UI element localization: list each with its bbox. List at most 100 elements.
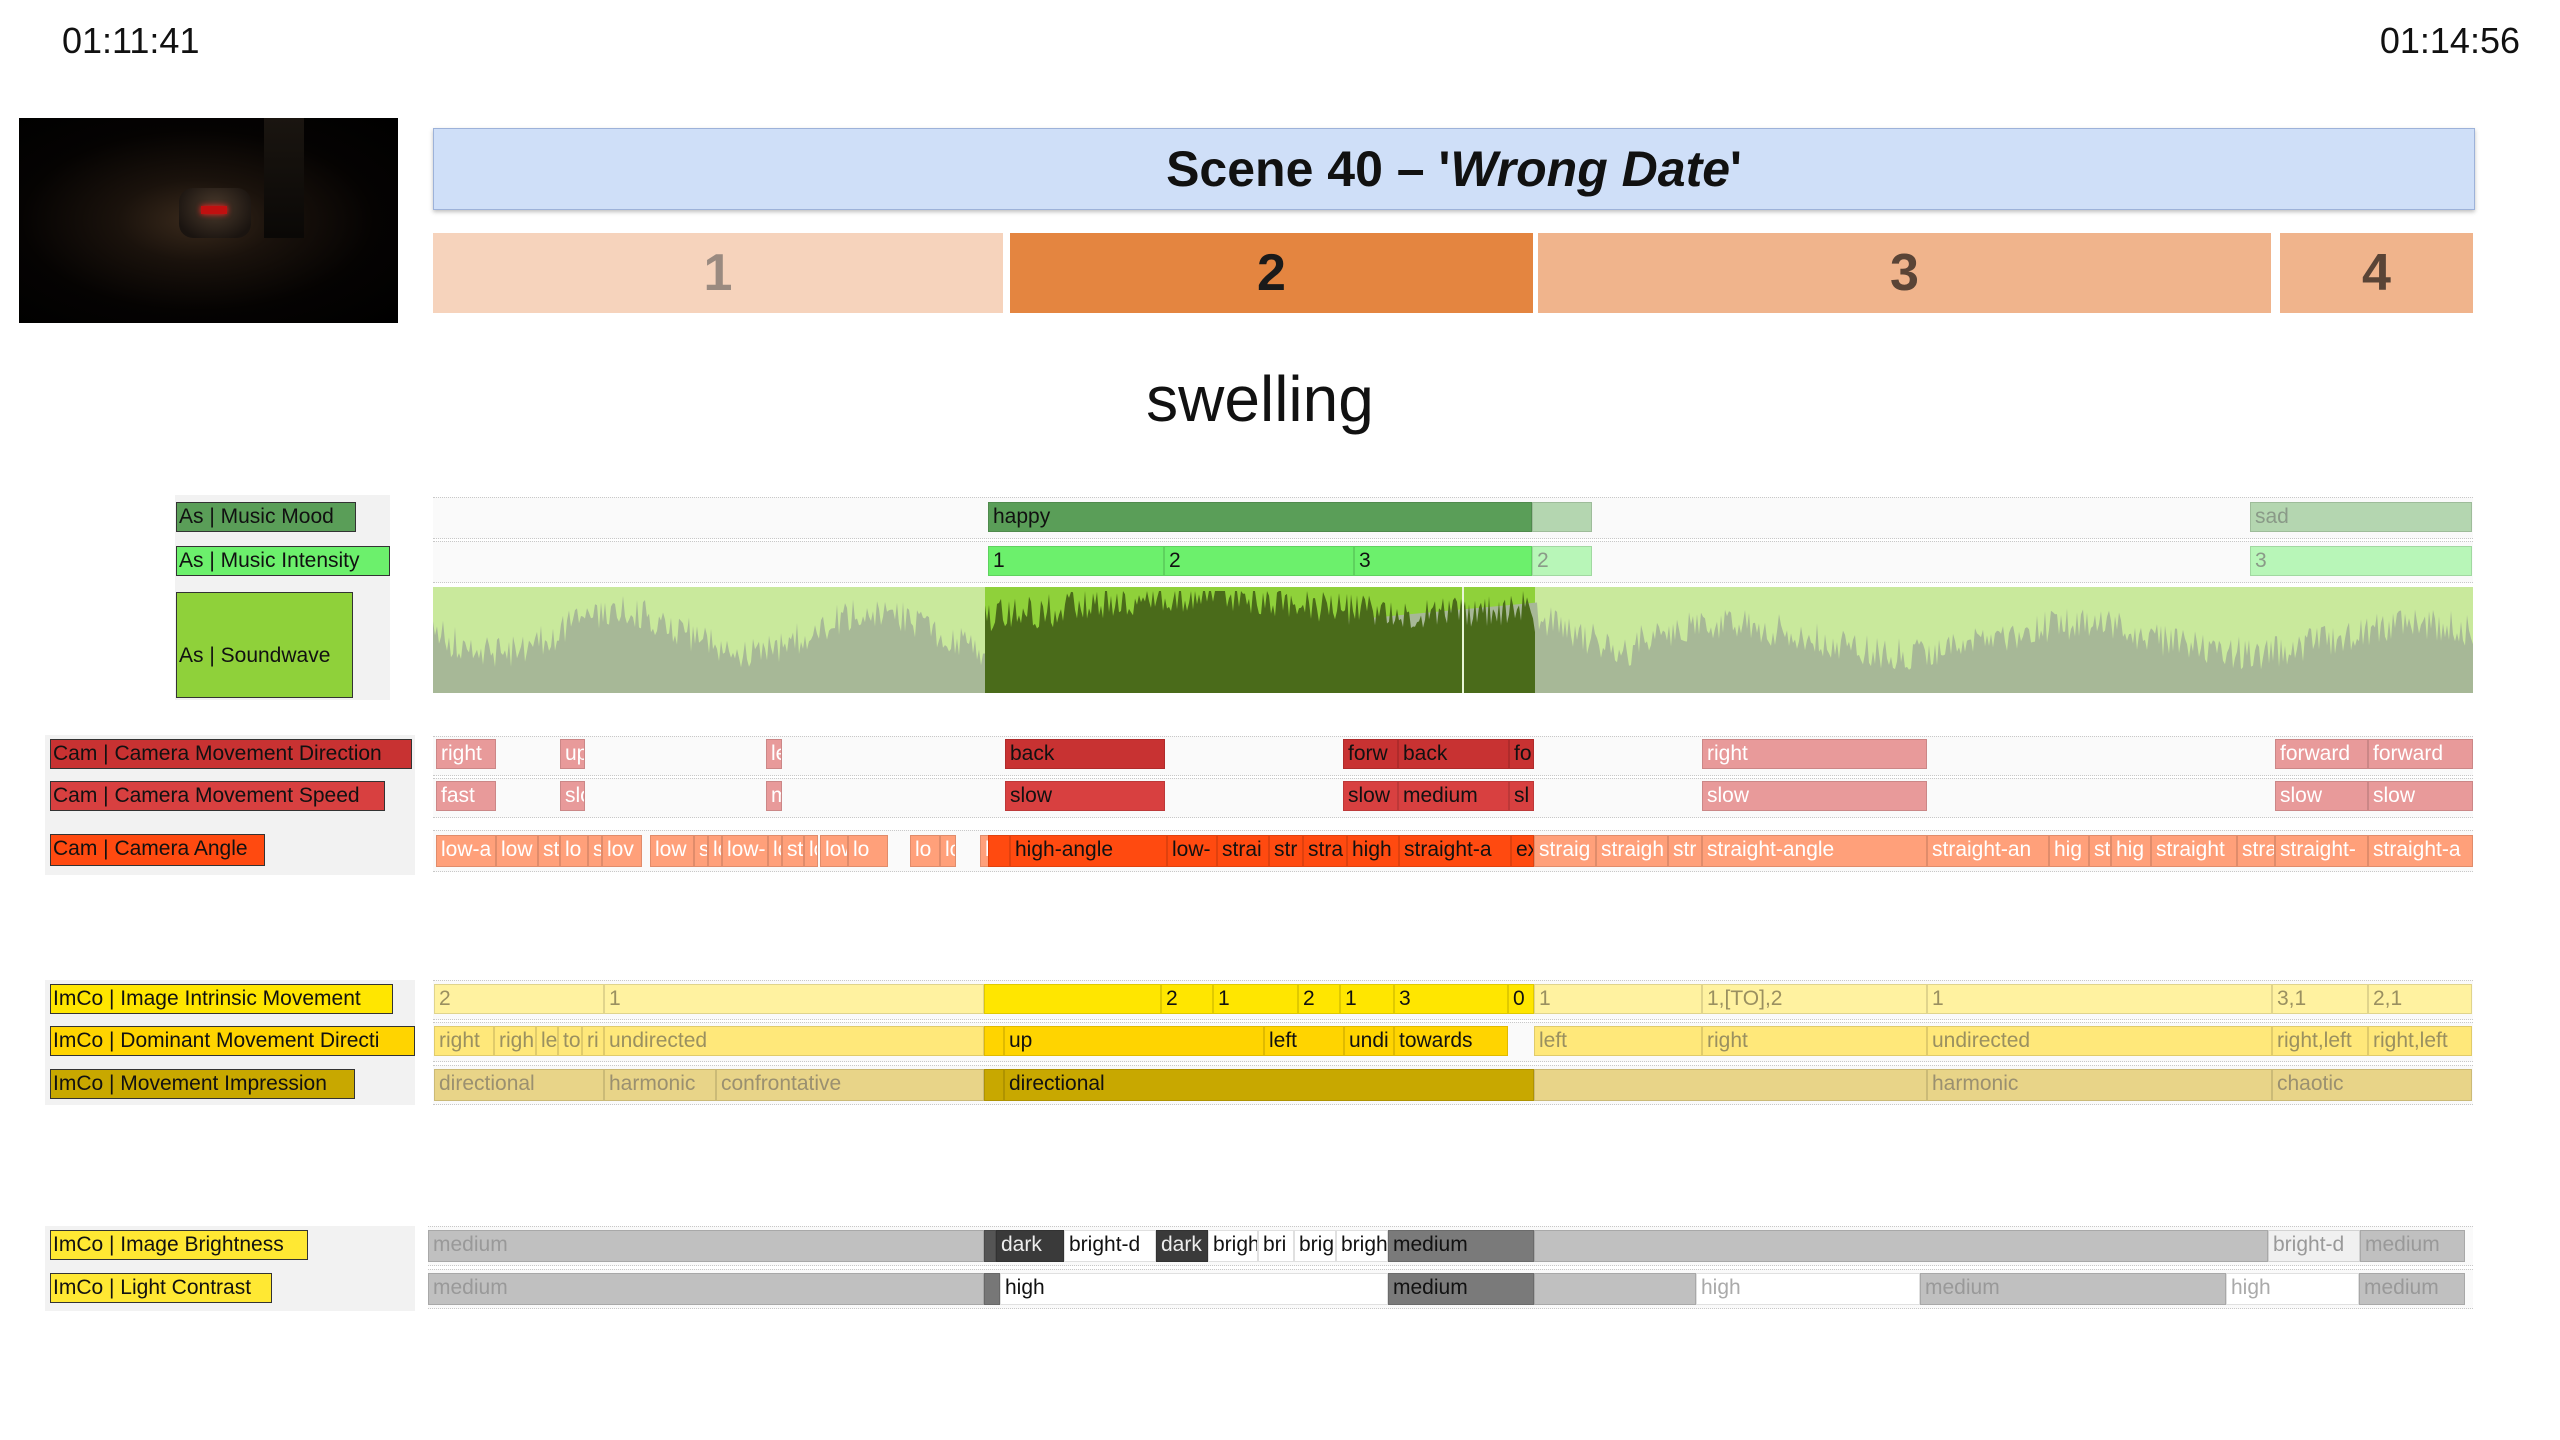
annotation[interactable]: undirected: [604, 1026, 984, 1056]
annotation[interactable]: low-a: [436, 835, 496, 867]
annotation[interactable]: medium: [1388, 1273, 1534, 1305]
annotation[interactable]: medium: [1398, 781, 1509, 811]
annotation[interactable]: 3: [1354, 546, 1532, 576]
annotation[interactable]: left: [1534, 1026, 1702, 1056]
annotation[interactable]: slo: [560, 781, 585, 811]
annotation[interactable]: high: [1696, 1273, 1920, 1305]
annotation[interactable]: towards: [1394, 1026, 1508, 1056]
annotation[interactable]: back: [1398, 739, 1509, 769]
annotation[interactable]: left: [1264, 1026, 1344, 1056]
annotation[interactable]: brigh: [1336, 1230, 1388, 1262]
annotation[interactable]: le: [536, 1026, 558, 1056]
annotation[interactable]: lo: [848, 835, 888, 867]
annotation[interactable]: 3: [2250, 546, 2472, 576]
annotation[interactable]: fo: [1509, 739, 1534, 769]
annotation[interactable]: right: [1702, 739, 1927, 769]
annotation[interactable]: righ: [494, 1026, 536, 1056]
segment-1[interactable]: 1: [433, 233, 1003, 313]
annotation[interactable]: lo: [768, 835, 782, 867]
annotation[interactable]: straigh: [1596, 835, 1668, 867]
annotation[interactable]: brigh: [1208, 1230, 1258, 1262]
annotation[interactable]: 3,1: [2272, 984, 2368, 1014]
annotation[interactable]: right,left: [2368, 1026, 2472, 1056]
annotation[interactable]: forward: [2368, 739, 2473, 769]
annotation[interactable]: medium: [1920, 1273, 2226, 1305]
annotation[interactable]: bright-d: [2268, 1230, 2360, 1262]
annotation[interactable]: 1: [1927, 984, 2272, 1014]
annotation[interactable]: 3: [1394, 984, 1508, 1014]
annotation[interactable]: medium: [2359, 1273, 2465, 1305]
annotation[interactable]: 1: [1340, 984, 1394, 1014]
video-thumbnail[interactable]: [19, 118, 398, 323]
annotation[interactable]: high: [2226, 1273, 2359, 1305]
annotation[interactable]: [984, 984, 1161, 1014]
track-label-soundwave[interactable]: As | Soundwave: [176, 592, 353, 698]
annotation[interactable]: [1532, 502, 1592, 532]
annotation[interactable]: low: [650, 835, 694, 867]
annotation[interactable]: medium: [428, 1273, 984, 1305]
annotation[interactable]: [1534, 1069, 1927, 1101]
annotation[interactable]: forw: [1343, 739, 1398, 769]
annotation[interactable]: 1: [604, 984, 984, 1014]
annotation[interactable]: [984, 1069, 1004, 1101]
annotation[interactable]: medium: [428, 1230, 984, 1262]
track-label-camera-speed[interactable]: Cam | Camera Movement Speed: [50, 781, 385, 811]
annotation[interactable]: up: [560, 739, 585, 769]
annotation[interactable]: harmonic: [1927, 1069, 2272, 1101]
annotation[interactable]: straight-a: [2368, 835, 2473, 867]
annotation[interactable]: happy: [988, 502, 1532, 532]
annotation[interactable]: slow: [2275, 781, 2368, 811]
annotation[interactable]: 0: [1508, 984, 1534, 1014]
annotation[interactable]: str: [1668, 835, 1702, 867]
annotation[interactable]: s: [694, 835, 708, 867]
annotation[interactable]: up: [1004, 1026, 1264, 1056]
annotation[interactable]: bri: [1258, 1230, 1294, 1262]
annotation[interactable]: directional: [434, 1069, 604, 1101]
annotation[interactable]: 1: [1213, 984, 1298, 1014]
annotation[interactable]: 2,1: [2368, 984, 2472, 1014]
annotation[interactable]: medium: [1388, 1230, 1534, 1262]
annotation[interactable]: low-: [722, 835, 768, 867]
annotation[interactable]: [984, 1230, 996, 1262]
track-label-music-intensity[interactable]: As | Music Intensity: [176, 546, 390, 576]
annotation[interactable]: [984, 1026, 1004, 1056]
segment-4[interactable]: 4: [2280, 233, 2473, 313]
annotation[interactable]: straight-: [2275, 835, 2368, 867]
annotation[interactable]: undi: [1344, 1026, 1394, 1056]
annotation[interactable]: low-: [1167, 835, 1217, 867]
annotation[interactable]: st: [538, 835, 560, 867]
annotation[interactable]: brig: [1294, 1230, 1336, 1262]
track-label-camera-direction[interactable]: Cam | Camera Movement Direction: [50, 739, 412, 769]
annotation[interactable]: high: [1000, 1273, 1388, 1305]
annotation[interactable]: back: [1005, 739, 1165, 769]
annotation[interactable]: straig: [1534, 835, 1596, 867]
annotation[interactable]: stra: [2237, 835, 2275, 867]
annotation[interactable]: right: [434, 1026, 494, 1056]
annotation[interactable]: to: [558, 1026, 582, 1056]
annotation[interactable]: 2: [434, 984, 604, 1014]
annotation[interactable]: low: [940, 835, 956, 867]
annotation[interactable]: dark: [996, 1230, 1064, 1262]
annotation[interactable]: straight-angle: [1702, 835, 1927, 867]
annotation[interactable]: strai: [1217, 835, 1269, 867]
annotation[interactable]: stra: [782, 835, 804, 867]
annotation[interactable]: hig: [2049, 835, 2089, 867]
annotation[interactable]: straight-an: [1927, 835, 2049, 867]
annotation[interactable]: low-: [820, 835, 848, 867]
annotation[interactable]: [1534, 1230, 2268, 1262]
track-label-music-mood[interactable]: As | Music Mood: [176, 502, 356, 532]
annotation[interactable]: lo: [708, 835, 722, 867]
annotation[interactable]: right,left: [2272, 1026, 2368, 1056]
annotation[interactable]: 1: [1534, 984, 1702, 1014]
annotation[interactable]: st: [2089, 835, 2111, 867]
annotation[interactable]: ri: [582, 1026, 604, 1056]
annotation[interactable]: lo: [910, 835, 940, 867]
track-label-movement-impression[interactable]: ImCo | Movement Impression: [50, 1069, 355, 1099]
annotation[interactable]: fast: [436, 781, 496, 811]
annotation[interactable]: straight-a: [1399, 835, 1511, 867]
soundwave-graph[interactable]: [433, 587, 2473, 693]
annotation[interactable]: slow: [2368, 781, 2473, 811]
annotation[interactable]: straight: [2151, 835, 2237, 867]
annotation[interactable]: str: [1269, 835, 1303, 867]
annotation[interactable]: forward: [2275, 739, 2368, 769]
